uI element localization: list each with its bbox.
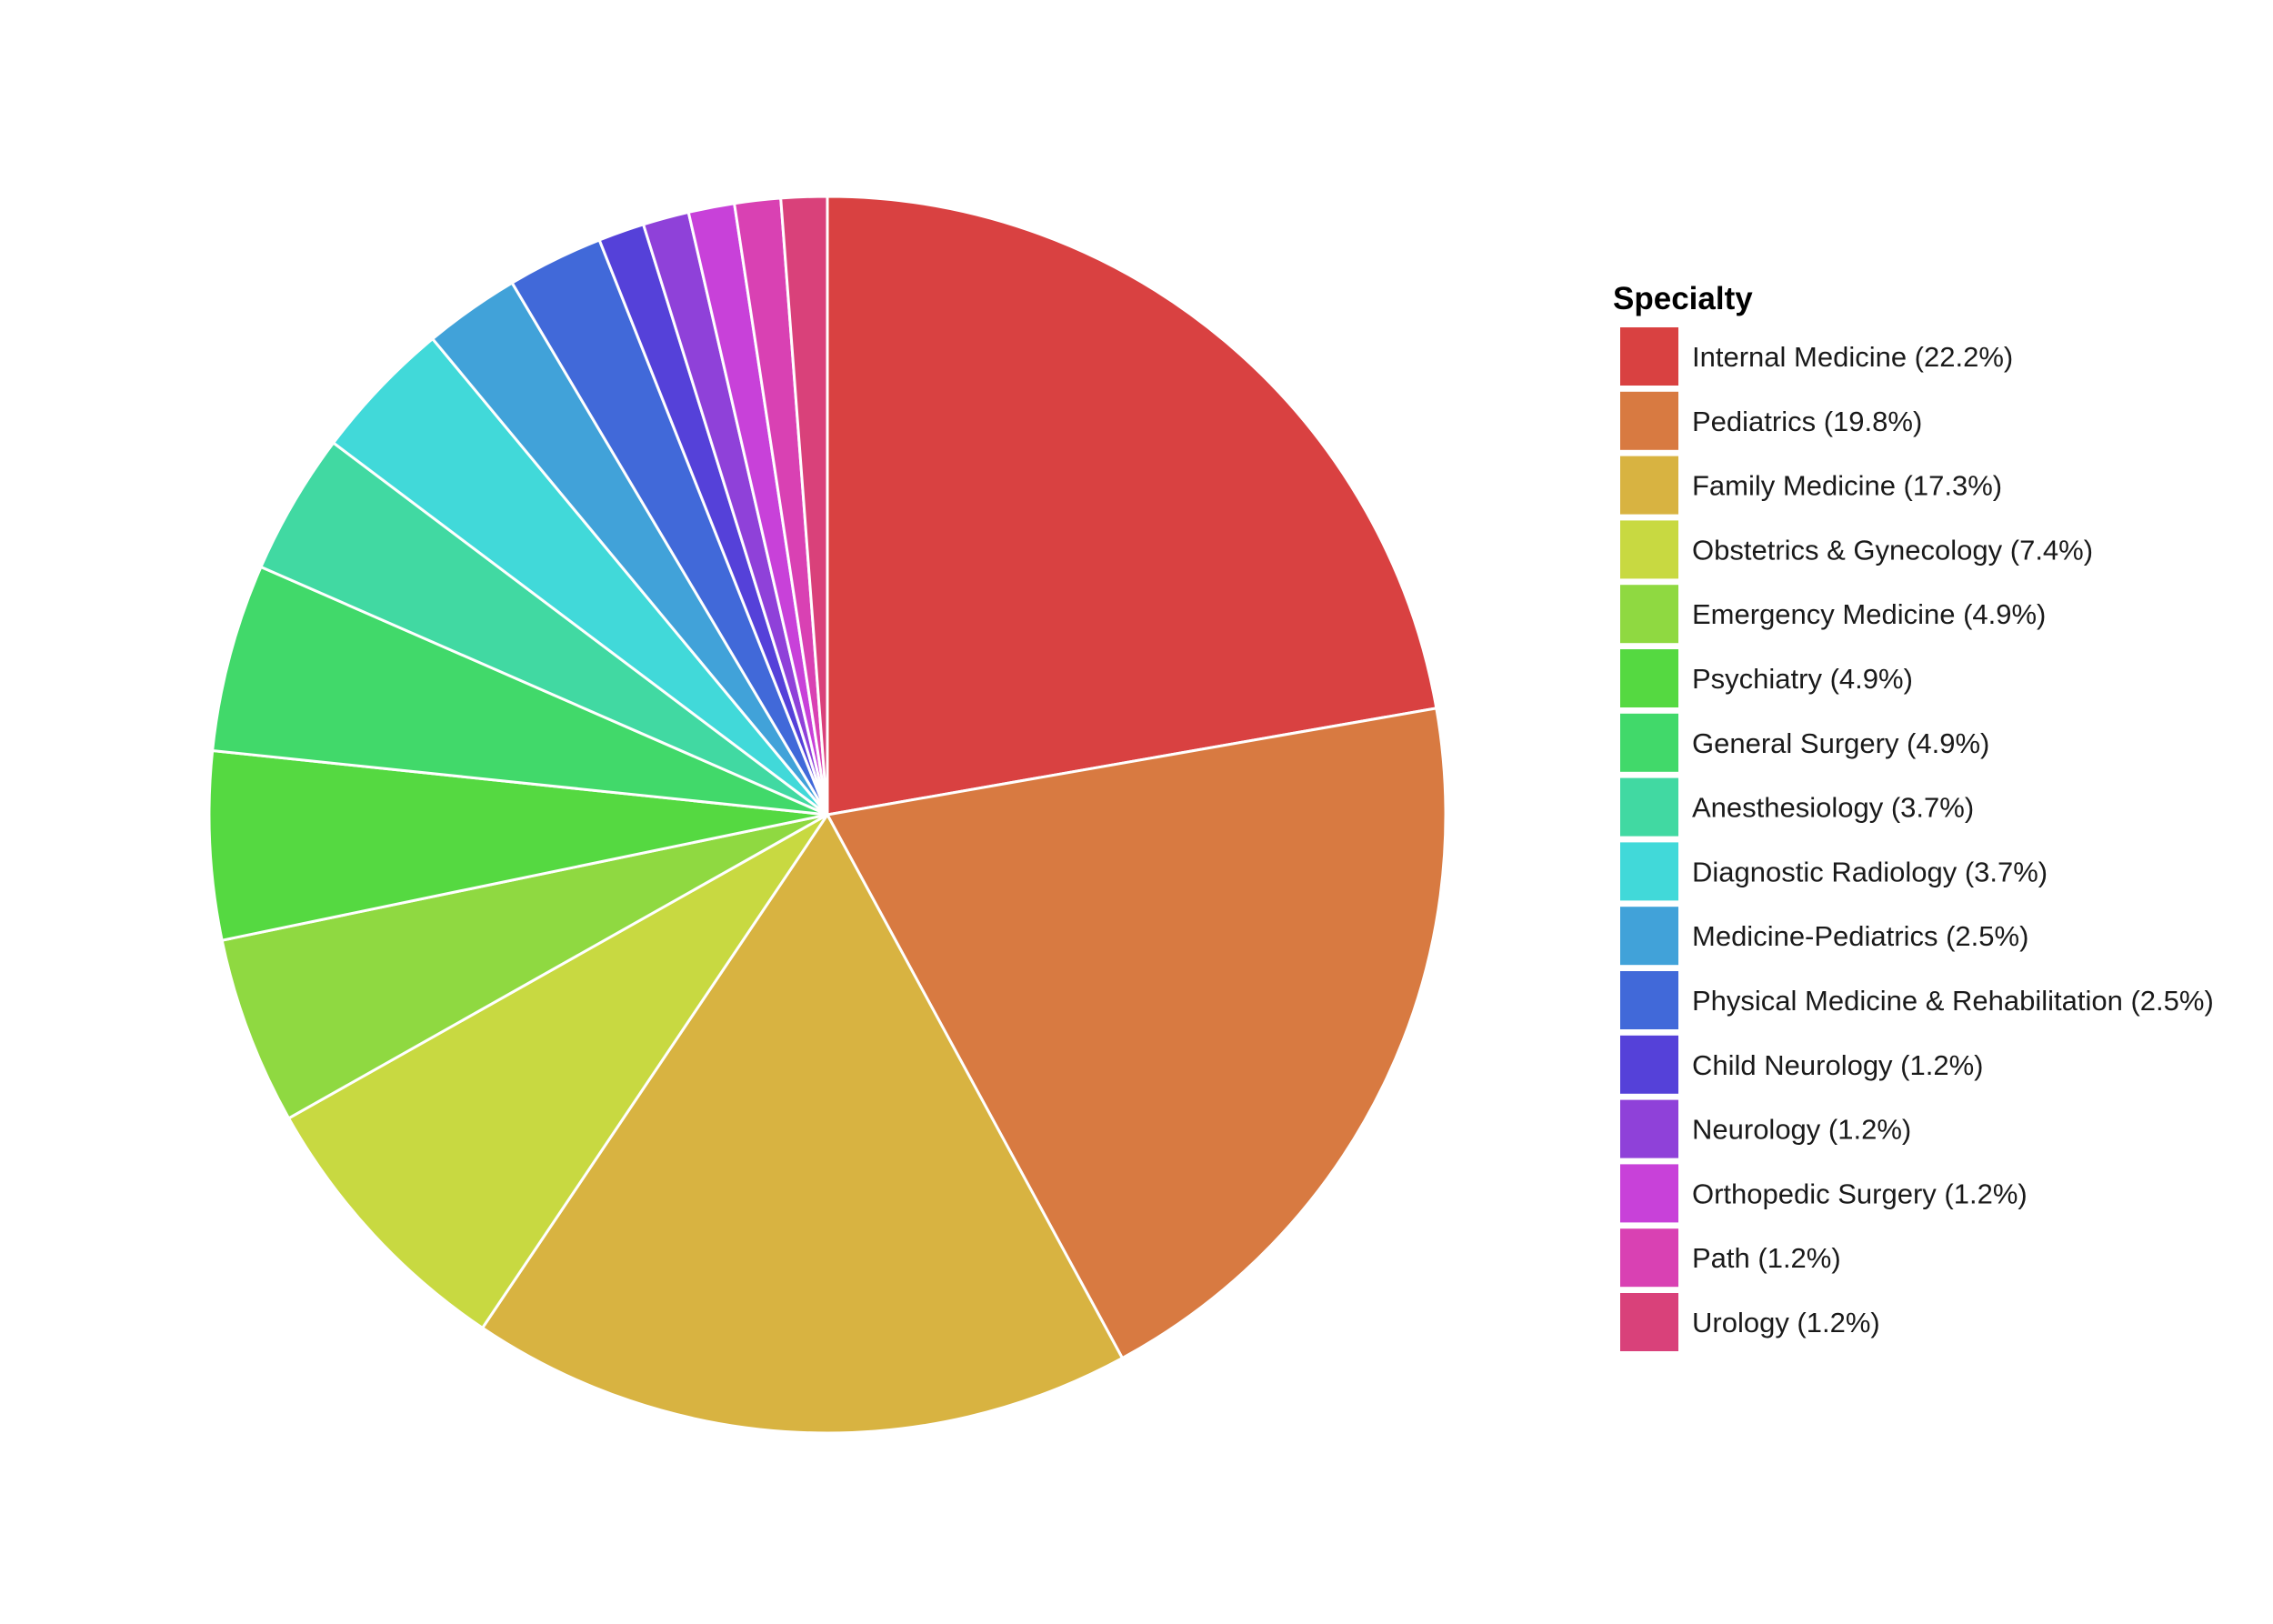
pie-slice-general-surgery <box>211 565 829 817</box>
legend-swatch-child-neurology <box>1618 1033 1680 1096</box>
legend-label-emergency-medicine: Emergency Medicine (4.9%) <box>1692 598 2046 630</box>
legend-label-child-neurology: Child Neurology (1.2%) <box>1692 1049 1983 1081</box>
pie-slice-internal-medicine <box>826 195 1438 817</box>
legend-item-medicine-pediatrics: Medicine-Pediatrics (2.5%) <box>1618 905 2028 967</box>
legend-label-general-surgery: General Surgery (4.9%) <box>1692 727 1989 759</box>
legend-label-psychiatry: Psychiatry (4.9%) <box>1692 663 1913 695</box>
pie-slice-emergency-medicine <box>220 813 829 1120</box>
legend-items: Internal Medicine (22.2%) Pediatrics (19.… <box>1618 326 2214 1353</box>
legend-item-anesthesiology: Anesthesiology (3.7%) <box>1618 776 1974 838</box>
pie-slice-psychiatry <box>207 748 829 942</box>
legend-swatch-neurology <box>1618 1098 1680 1160</box>
legend-label-medicine-pediatrics: Medicine-Pediatrics (2.5%) <box>1692 920 2028 952</box>
legend-item-family-medicine: Family Medicine (17.3%) <box>1618 454 2002 516</box>
legend-item-emergency-medicine: Emergency Medicine (4.9%) <box>1618 583 2046 646</box>
legend-swatch-internal-medicine <box>1618 326 1680 387</box>
legend-item-general-surgery: General Surgery (4.9%) <box>1618 711 1989 774</box>
legend-item-path: Path (1.2%) <box>1618 1227 1841 1289</box>
pie-slices <box>207 195 1447 1435</box>
legend-label-diagnostic-radiology: Diagnostic Radiology (3.7%) <box>1692 856 2048 887</box>
pie-slice-urology <box>779 195 829 817</box>
legend-item-pediatrics: Pediatrics (19.8%) <box>1618 389 1922 452</box>
legend-item-psychiatry: Psychiatry (4.9%) <box>1618 647 1913 709</box>
legend-swatch-psychiatry <box>1618 647 1680 709</box>
legend-label-orthopedic-surgery: Orthopedic Surgery (1.2%) <box>1692 1178 2028 1209</box>
legend-item-child-neurology: Child Neurology (1.2%) <box>1618 1033 1983 1096</box>
legend-item-internal-medicine: Internal Medicine (22.2%) <box>1618 326 2013 387</box>
legend-swatch-obstetrics-and-gynecology <box>1618 518 1680 581</box>
legend-label-path: Path (1.2%) <box>1692 1242 1841 1274</box>
legend-swatch-anesthesiology <box>1618 776 1680 838</box>
legend-item-diagnostic-radiology: Diagnostic Radiology (3.7%) <box>1618 840 2048 903</box>
legend-swatch-family-medicine <box>1618 454 1680 516</box>
legend-swatch-diagnostic-radiology <box>1618 840 1680 903</box>
legend-swatch-medicine-pediatrics <box>1618 905 1680 967</box>
legend-item-obstetrics-and-gynecology: Obstetrics & Gynecology (7.4%) <box>1618 518 2093 581</box>
legend-label-obstetrics-and-gynecology: Obstetrics & Gynecology (7.4%) <box>1692 534 2093 566</box>
pie-slice-pediatrics <box>826 707 1447 1360</box>
legend-item-neurology: Neurology (1.2%) <box>1618 1098 1911 1160</box>
legend-item-physical-medicine-and-rehabilitation: Physical Medicine & Rehabilitation (2.5%… <box>1618 969 2214 1031</box>
legend-label-family-medicine: Family Medicine (17.3%) <box>1692 470 2002 502</box>
legend-label-pediatrics: Pediatrics (19.8%) <box>1692 406 1922 437</box>
legend-swatch-general-surgery <box>1618 711 1680 774</box>
legend-label-neurology: Neurology (1.2%) <box>1692 1114 1911 1146</box>
legend-label-internal-medicine: Internal Medicine (22.2%) <box>1692 341 2013 373</box>
legend-title: Specialty <box>1613 281 1753 316</box>
pie-slice-family-medicine <box>481 813 1124 1435</box>
legend-label-anesthesiology: Anesthesiology (3.7%) <box>1692 792 1974 824</box>
legend-swatch-physical-medicine-and-rehabilitation <box>1618 969 1680 1031</box>
legend-label-urology: Urology (1.2%) <box>1692 1307 1880 1338</box>
pie-slice-obstetrics-and-gynecology <box>287 813 829 1329</box>
legend-swatch-orthopedic-surgery <box>1618 1162 1680 1225</box>
legend-swatch-urology <box>1618 1291 1680 1353</box>
legend-label-physical-medicine-and-rehabilitation: Physical Medicine & Rehabilitation (2.5%… <box>1692 985 2214 1017</box>
legend: Specialty Internal Medicine (22.2%) Pedia… <box>1613 281 2214 1353</box>
legend-item-orthopedic-surgery: Orthopedic Surgery (1.2%) <box>1618 1162 2028 1225</box>
legend-swatch-pediatrics <box>1618 389 1680 452</box>
legend-swatch-emergency-medicine <box>1618 583 1680 646</box>
legend-swatch-path <box>1618 1227 1680 1289</box>
legend-item-urology: Urology (1.2%) <box>1618 1291 1880 1353</box>
